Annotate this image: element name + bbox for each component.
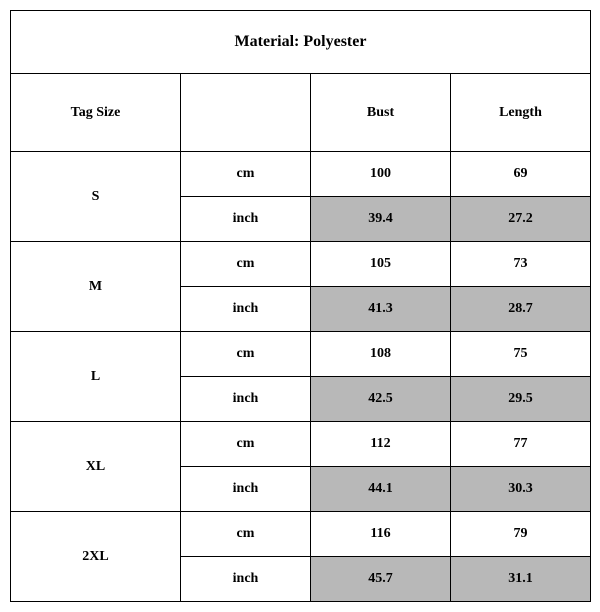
material-title: Material: Polyester	[11, 11, 591, 74]
unit-inch: inch	[181, 467, 311, 512]
header-tag-size: Tag Size	[11, 74, 181, 152]
length-cm: 75	[451, 332, 591, 377]
table-row: 2XL cm 116 79	[11, 512, 591, 557]
size-label: XL	[11, 422, 181, 512]
unit-cm: cm	[181, 242, 311, 287]
size-label: L	[11, 332, 181, 422]
length-inch: 29.5	[451, 377, 591, 422]
length-inch: 27.2	[451, 197, 591, 242]
unit-inch: inch	[181, 287, 311, 332]
bust-inch: 41.3	[311, 287, 451, 332]
unit-cm: cm	[181, 332, 311, 377]
bust-cm: 100	[311, 152, 451, 197]
unit-inch: inch	[181, 197, 311, 242]
bust-cm: 116	[311, 512, 451, 557]
bust-cm: 112	[311, 422, 451, 467]
bust-inch: 39.4	[311, 197, 451, 242]
length-inch: 31.1	[451, 557, 591, 602]
unit-inch: inch	[181, 557, 311, 602]
header-row: Tag Size Bust Length	[11, 74, 591, 152]
size-label: S	[11, 152, 181, 242]
title-row: Material: Polyester	[11, 11, 591, 74]
unit-cm: cm	[181, 512, 311, 557]
unit-cm: cm	[181, 152, 311, 197]
length-cm: 77	[451, 422, 591, 467]
bust-cm: 108	[311, 332, 451, 377]
header-bust: Bust	[311, 74, 451, 152]
bust-inch: 44.1	[311, 467, 451, 512]
bust-inch: 45.7	[311, 557, 451, 602]
length-inch: 28.7	[451, 287, 591, 332]
length-cm: 73	[451, 242, 591, 287]
size-chart-table: Material: Polyester Tag Size Bust Length…	[10, 10, 591, 602]
length-cm: 79	[451, 512, 591, 557]
size-label: 2XL	[11, 512, 181, 602]
table-row: XL cm 112 77	[11, 422, 591, 467]
unit-cm: cm	[181, 422, 311, 467]
unit-inch: inch	[181, 377, 311, 422]
header-blank	[181, 74, 311, 152]
table-row: M cm 105 73	[11, 242, 591, 287]
bust-cm: 105	[311, 242, 451, 287]
table-row: S cm 100 69	[11, 152, 591, 197]
header-length: Length	[451, 74, 591, 152]
size-label: M	[11, 242, 181, 332]
bust-inch: 42.5	[311, 377, 451, 422]
table-row: L cm 108 75	[11, 332, 591, 377]
length-cm: 69	[451, 152, 591, 197]
length-inch: 30.3	[451, 467, 591, 512]
